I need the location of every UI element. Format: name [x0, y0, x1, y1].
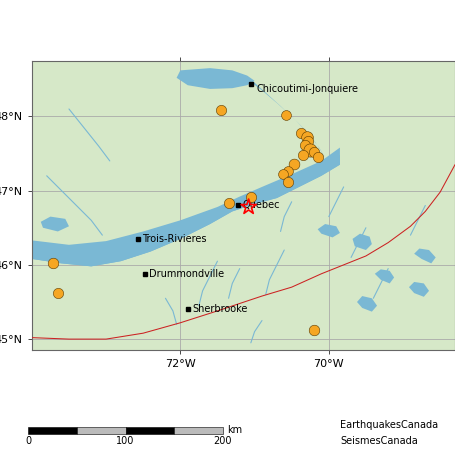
Polygon shape	[357, 296, 377, 311]
Point	[303, 134, 310, 141]
Text: Trois-Rivieres: Trois-Rivieres	[142, 234, 207, 244]
Polygon shape	[375, 269, 394, 283]
Point	[247, 193, 254, 200]
Text: km: km	[227, 425, 242, 435]
Point	[310, 149, 318, 156]
Point	[283, 111, 290, 119]
Point	[279, 170, 286, 178]
Bar	[77, 427, 126, 434]
Point	[297, 129, 304, 136]
Point	[290, 160, 298, 168]
Polygon shape	[177, 68, 254, 89]
Polygon shape	[414, 248, 436, 263]
Bar	[126, 427, 174, 434]
Point	[284, 178, 292, 185]
Point	[54, 290, 61, 297]
Text: SeismesCanada: SeismesCanada	[340, 436, 418, 446]
Text: EarthquakesCanada: EarthquakesCanada	[340, 420, 438, 430]
Polygon shape	[353, 234, 372, 250]
Text: Quebec: Quebec	[243, 200, 280, 210]
Polygon shape	[247, 79, 327, 161]
Text: Sherbrooke: Sherbrooke	[192, 304, 248, 314]
Point	[301, 141, 308, 149]
Text: 200: 200	[214, 436, 232, 446]
Polygon shape	[32, 148, 340, 266]
Point	[314, 154, 321, 161]
Polygon shape	[318, 224, 340, 237]
Text: Drummondville: Drummondville	[149, 269, 224, 279]
Point	[299, 151, 307, 159]
Polygon shape	[409, 282, 429, 297]
Point	[225, 199, 232, 207]
Point	[49, 260, 56, 267]
Text: 100: 100	[116, 436, 135, 446]
Point	[310, 326, 318, 334]
Polygon shape	[32, 155, 340, 266]
Polygon shape	[41, 217, 69, 232]
Point	[217, 107, 225, 114]
Point	[307, 146, 314, 154]
Bar	[174, 427, 223, 434]
Point	[304, 137, 312, 145]
Text: 0: 0	[25, 436, 31, 446]
Text: Chicoutimi-Jonquiere: Chicoutimi-Jonquiere	[256, 85, 358, 94]
Point	[245, 203, 252, 211]
Bar	[28, 427, 77, 434]
Point	[284, 167, 292, 174]
